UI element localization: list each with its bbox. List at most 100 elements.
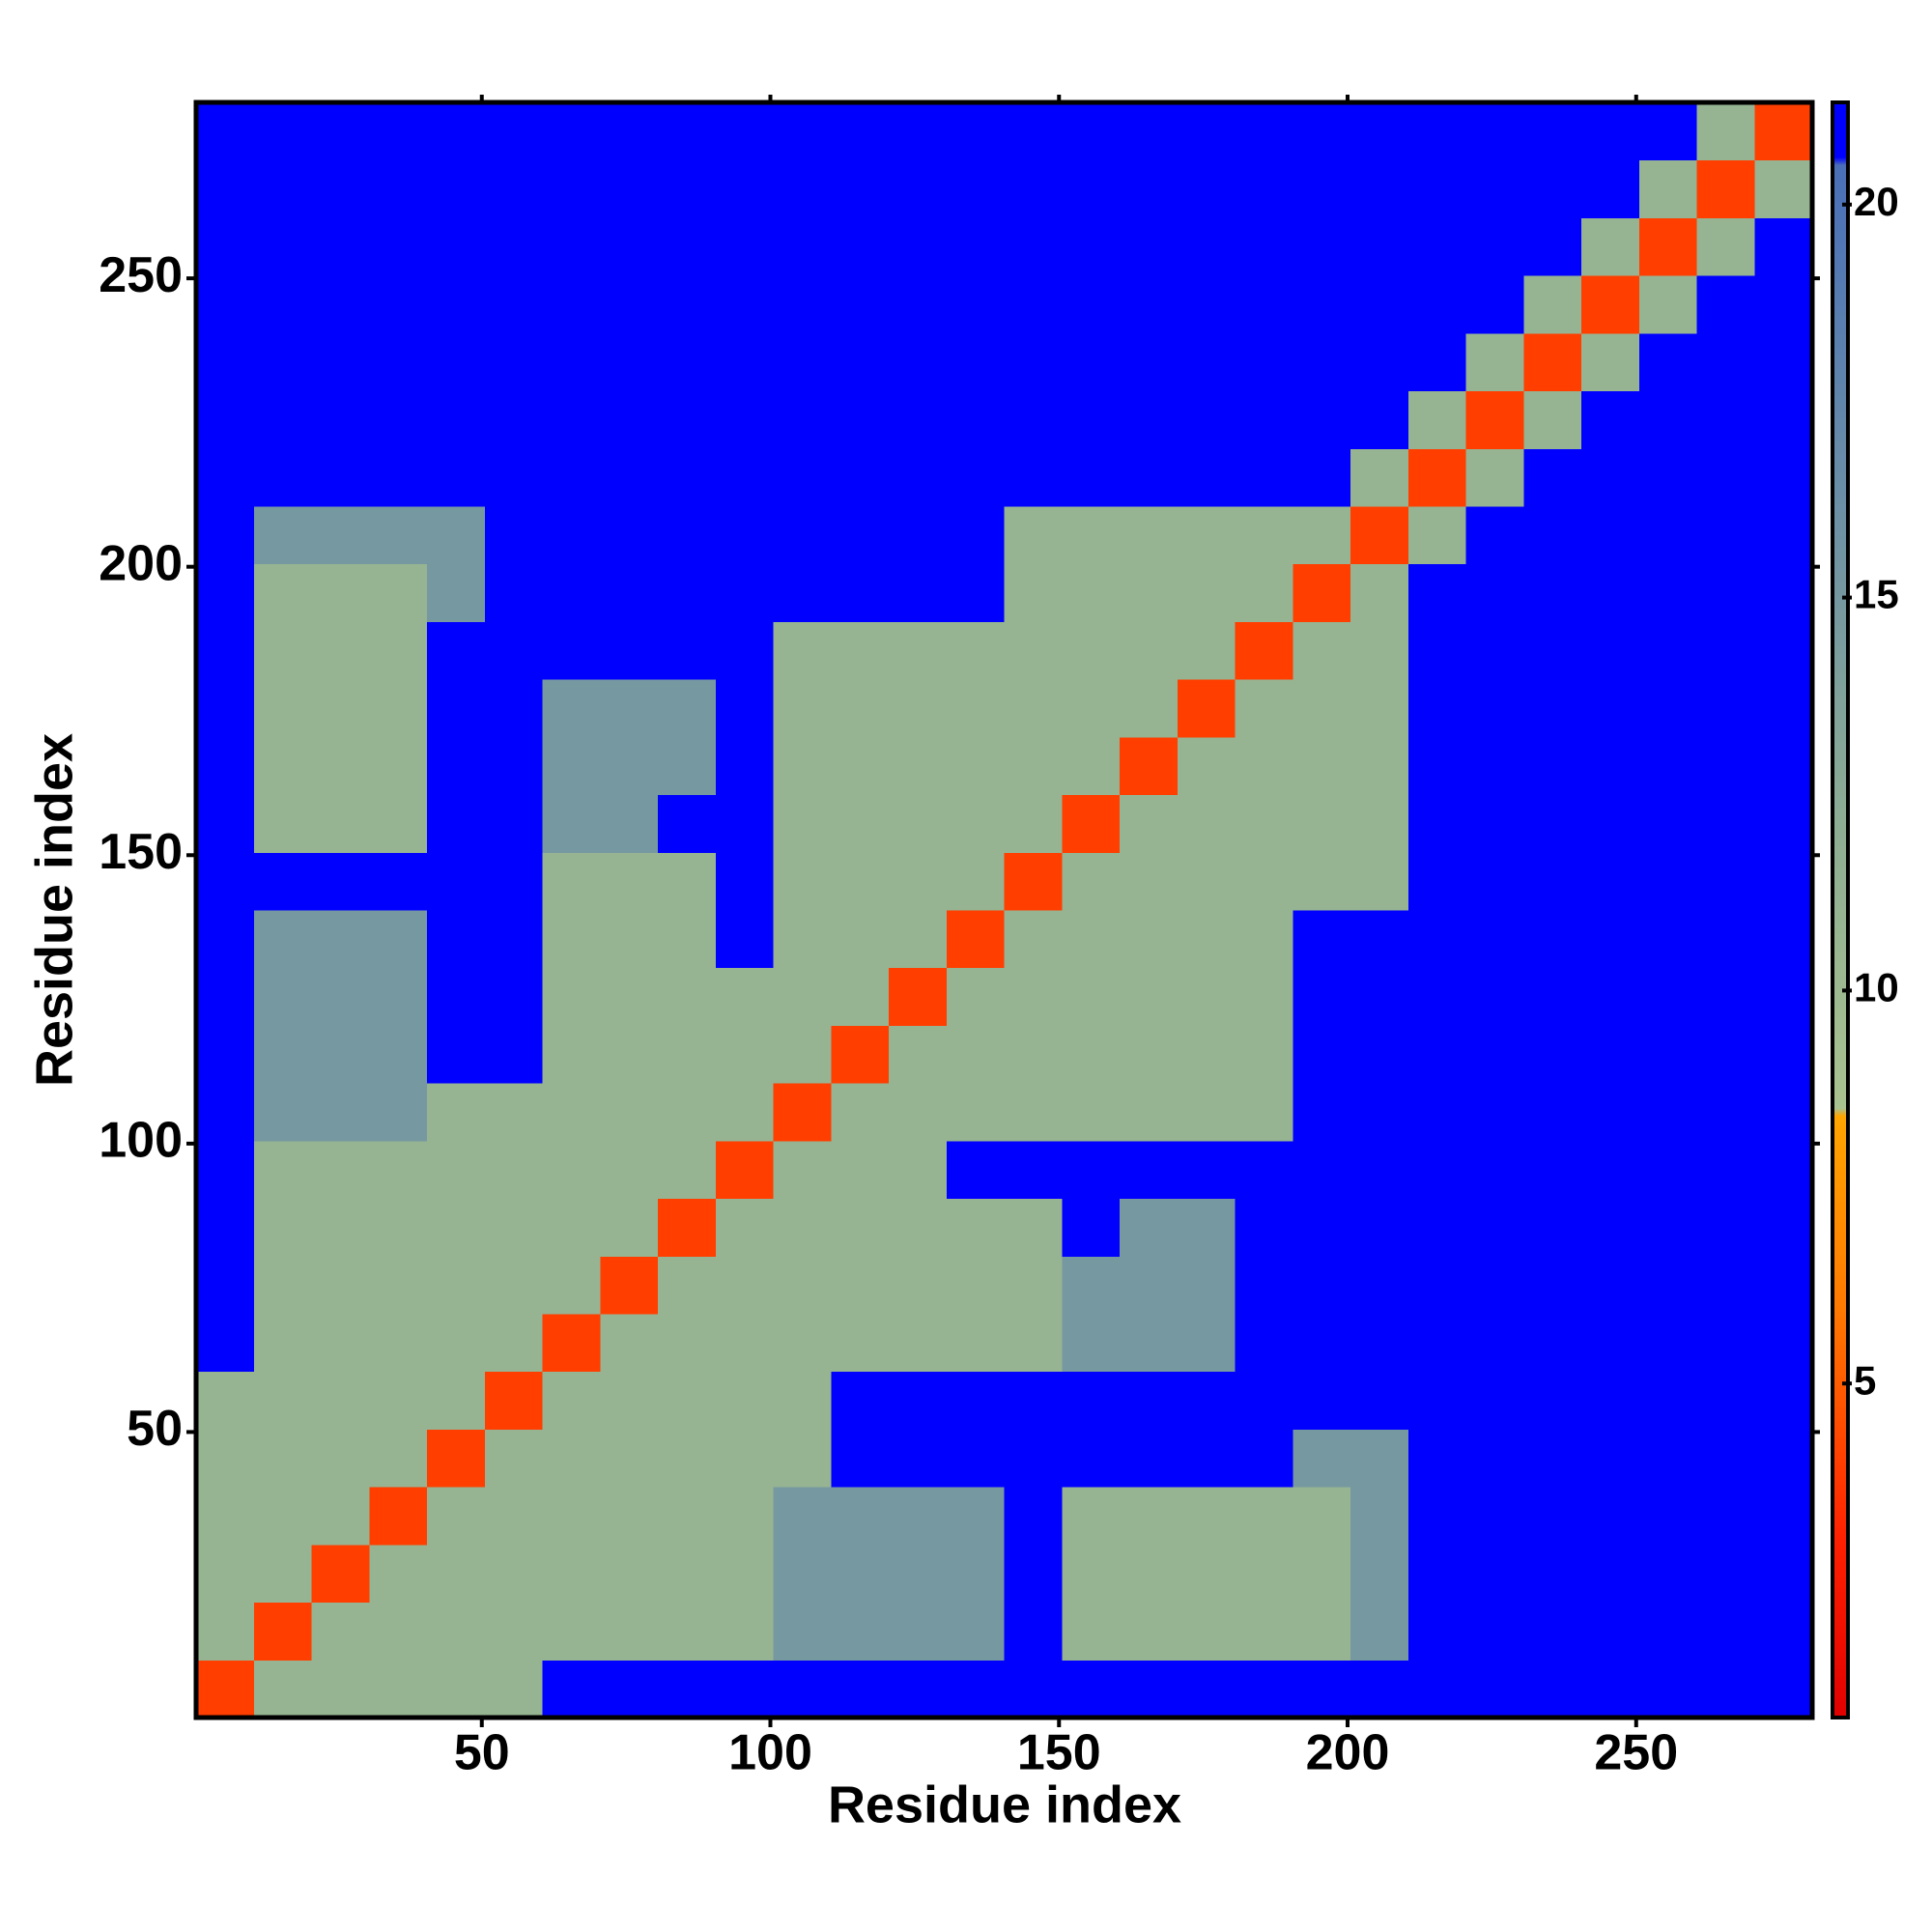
cell — [253, 217, 312, 276]
x-tick-label: 150 — [1017, 1725, 1101, 1781]
cell — [600, 1544, 659, 1604]
cell — [311, 1256, 370, 1315]
cell — [658, 1198, 717, 1257]
cell — [600, 1140, 659, 1200]
cell — [1581, 1140, 1640, 1200]
cell — [1581, 910, 1640, 969]
cell — [946, 448, 1005, 507]
cell — [1523, 1371, 1582, 1430]
cell — [1293, 275, 1351, 334]
cell — [1350, 794, 1409, 853]
cell — [1120, 217, 1179, 276]
x-tick-label: 200 — [1306, 1725, 1390, 1781]
cell — [658, 159, 717, 218]
cell — [600, 1602, 659, 1661]
cell — [1062, 1314, 1121, 1373]
cell — [1293, 563, 1351, 622]
cell — [427, 102, 486, 161]
cell — [889, 1025, 948, 1084]
y-tick-label: 150 — [99, 824, 183, 880]
cell — [253, 1198, 312, 1257]
cell — [369, 275, 428, 334]
cell — [1235, 1025, 1293, 1084]
cell — [1120, 794, 1179, 853]
cell — [715, 967, 774, 1026]
cell — [831, 1083, 890, 1142]
cell — [1581, 1083, 1640, 1142]
cell — [484, 1198, 543, 1257]
cell — [1293, 1602, 1351, 1661]
cell — [889, 1256, 948, 1315]
cell — [484, 448, 543, 507]
cell — [1465, 448, 1524, 507]
cell — [1638, 1544, 1697, 1604]
cell — [1523, 159, 1582, 218]
cell — [542, 910, 601, 969]
cell — [1523, 390, 1582, 449]
cell — [1407, 563, 1466, 622]
cell — [542, 332, 601, 392]
cell — [1062, 1371, 1121, 1430]
cell — [658, 390, 717, 449]
cell — [1638, 1256, 1697, 1315]
cell — [946, 1544, 1005, 1604]
cell — [1235, 159, 1293, 218]
cell — [600, 910, 659, 969]
cell — [1062, 1140, 1121, 1200]
cell — [1407, 332, 1466, 392]
cell — [484, 1660, 543, 1719]
cell — [484, 679, 543, 738]
cell — [1062, 390, 1121, 449]
cell — [1293, 1083, 1351, 1142]
cell — [1465, 217, 1524, 276]
cell — [427, 1314, 486, 1373]
cell — [946, 159, 1005, 218]
cell — [542, 448, 601, 507]
cell — [1696, 910, 1755, 969]
cell — [1754, 159, 1813, 218]
cell — [1754, 621, 1813, 680]
cell — [1062, 1025, 1121, 1084]
cell — [946, 1140, 1005, 1200]
cell — [715, 852, 774, 911]
cell — [1696, 1371, 1755, 1430]
cell — [1407, 910, 1466, 969]
cell — [1754, 1487, 1813, 1546]
cell — [715, 448, 774, 507]
cell — [542, 159, 601, 218]
cell — [1062, 1660, 1121, 1719]
cell — [658, 794, 717, 853]
cell — [889, 1314, 948, 1373]
cell — [542, 390, 601, 449]
cell — [1293, 1025, 1351, 1084]
cell — [889, 563, 948, 622]
cell — [311, 1660, 370, 1719]
cell — [889, 332, 948, 392]
cell — [427, 1429, 486, 1488]
cell — [1754, 448, 1813, 507]
cell — [1350, 332, 1409, 392]
cell — [1696, 217, 1755, 276]
cell — [311, 794, 370, 853]
cell — [1177, 275, 1236, 334]
cell — [484, 1140, 543, 1200]
cell — [196, 910, 255, 969]
cell — [658, 1660, 717, 1719]
cell — [1293, 1429, 1351, 1488]
cell — [946, 621, 1005, 680]
cell — [1177, 390, 1236, 449]
cell — [311, 217, 370, 276]
cell — [1523, 1429, 1582, 1488]
cell — [1696, 159, 1755, 218]
cell — [1638, 563, 1697, 622]
cell — [831, 1314, 890, 1373]
cell — [1350, 1256, 1409, 1315]
cell — [1120, 1371, 1179, 1430]
cell — [196, 1602, 255, 1661]
cell — [1523, 332, 1582, 392]
cell — [1004, 390, 1063, 449]
cell — [311, 1025, 370, 1084]
cell — [1004, 275, 1063, 334]
cell — [1581, 1487, 1640, 1546]
cell — [889, 217, 948, 276]
